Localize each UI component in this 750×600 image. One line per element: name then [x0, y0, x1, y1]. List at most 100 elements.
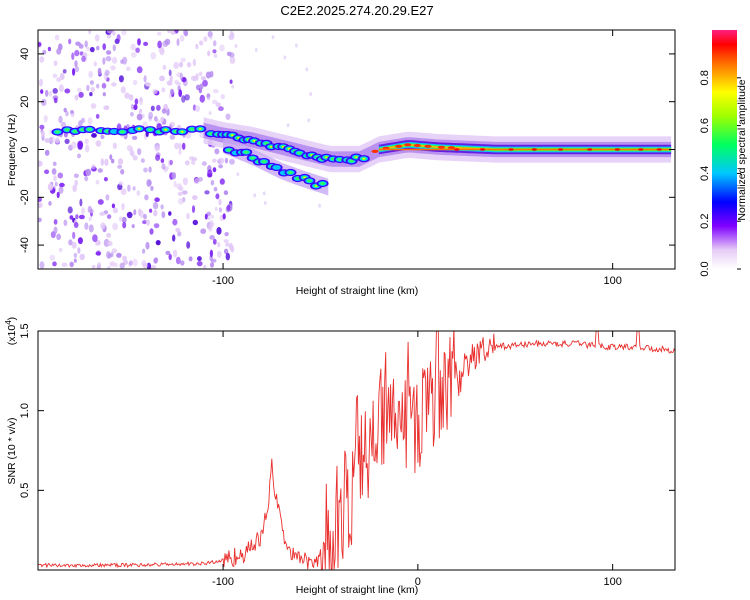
spectrogram-blob [137, 127, 141, 130]
spectrogram-blob [354, 156, 358, 159]
spectrogram-noise-cell [181, 142, 186, 150]
spectrogram-noise-cell [39, 56, 45, 63]
spectrogram-noise-cell [173, 61, 179, 70]
spectrogram-noise-cell [162, 64, 167, 70]
spectrogram-noise-cell [204, 213, 208, 220]
spectrogram-noise-cell [203, 36, 208, 42]
spectrogram-noise-cell [68, 239, 73, 246]
spectrogram-noise-cell [105, 56, 112, 62]
figure-title: C2E2.2025.274.20.29.E27 [280, 3, 433, 18]
spectrogram-noise-cell [307, 118, 311, 123]
spectrogram-noise-cell [190, 75, 195, 81]
spectrogram-noise-cell [77, 237, 83, 245]
spectrogram-noise-cell [155, 154, 161, 161]
spectrogram-noise-cell [225, 242, 230, 247]
spectrogram-noise-cell [127, 184, 131, 192]
spectrogram-noise-cell [231, 32, 235, 37]
spectrogram-blob [287, 147, 291, 150]
spectrogram-noise-cell [178, 61, 184, 68]
spectrogram-noise-cell [47, 183, 54, 191]
spectrogram-noise-cell [262, 191, 266, 196]
spectrogram-noise-cell [118, 75, 124, 83]
spectrogram-blob [164, 128, 167, 131]
spectrogram-noise-cell [116, 34, 121, 42]
spectrogram-blob [252, 140, 256, 142]
spectrogram-noise-cell [120, 188, 127, 195]
spectrogram-noise-cell [120, 59, 124, 64]
spectrogram-noise-cell [52, 261, 57, 267]
spectrogram-noise-cell [215, 102, 221, 107]
spectrogram-noise-cell [38, 197, 42, 202]
spectrogram-noise-cell [146, 262, 152, 269]
spectrogram-noise-cell [57, 172, 64, 179]
spectrogram-noise-cell [128, 260, 133, 266]
spectrogram-noise-cell [48, 90, 53, 97]
spectrogram-noise-cell [154, 116, 158, 122]
spectrogram-noise-cell [142, 220, 147, 225]
spectrogram-noise-cell [48, 201, 52, 206]
colorbar-label: Normalized spectral amplitude [736, 79, 748, 220]
spectrogram-noise-cell [84, 138, 89, 145]
spectrogram-noise-cell [59, 73, 65, 80]
spectrogram-noise-cell [223, 239, 229, 244]
spectrogram-noise-cell [41, 131, 45, 137]
spectrogram-noise-cell [161, 211, 166, 219]
spectrogram-noise-cell [44, 138, 51, 143]
spectrogram-noise-cell [186, 61, 192, 68]
spectrogram-noise-cell [58, 43, 63, 51]
spectrogram-noise-cell [95, 180, 100, 185]
spectrogram-noise-cell [70, 141, 77, 149]
spectrogram-panel: -100 100 -40 -20 0 20 40 Height of straight l… [6, 29, 676, 297]
spectrogram-x-tick-label: -100 [212, 275, 234, 287]
spectrogram-noise-cell [214, 206, 218, 211]
spectrogram-noise-cell [213, 186, 218, 192]
spectrogram-noise-cell [71, 241, 77, 249]
spectrogram-noise-cell [78, 43, 84, 49]
spectrogram-noise-cell [44, 169, 50, 175]
spectrogram-noise-cell [254, 47, 258, 52]
spectrogram-noise-cell [74, 60, 78, 68]
spectrogram-peak [508, 148, 514, 151]
spectrogram-noise-cell [178, 186, 184, 192]
spectrogram-blob [54, 130, 61, 134]
spectrogram-noise-cell [97, 199, 104, 205]
spectrogram-noise-cell [199, 40, 204, 46]
spectrogram-noise-cell [214, 148, 220, 155]
spectrogram-noise-cell [58, 186, 64, 194]
spectrogram-blob [296, 151, 303, 155]
spectrogram-noise-cell [131, 224, 135, 229]
spectrogram-noise-cell [58, 115, 63, 124]
spectrogram-noise-cell [56, 191, 60, 199]
spectrogram-noise-cell [160, 158, 165, 164]
spectrogram-noise-cell [167, 30, 172, 34]
spectrogram-noise-cell [130, 150, 135, 157]
spectrogram-noise-cell [177, 191, 183, 196]
spectrogram-noise-cell [204, 190, 210, 195]
spectrogram-noise-cell [172, 249, 178, 258]
spectrogram-y-ticks: -40 -20 0 20 40 [19, 48, 675, 253]
spectrogram-noise-cell [53, 97, 58, 104]
spectrogram-noise-cell [54, 181, 58, 187]
spectrogram-noise-cell [86, 46, 91, 52]
spectrogram-noise-cell [177, 231, 182, 237]
spectrogram-noise-cell [195, 43, 199, 50]
spectrogram-noise-cell [58, 247, 63, 253]
spectrogram-peak [447, 146, 455, 150]
snr-y-tick-label: 1.0 [19, 403, 31, 418]
spectrogram-noise-cell [184, 94, 190, 101]
spectrogram-peak [437, 145, 445, 149]
spectrogram-noise-cell [121, 203, 125, 211]
spectrogram-noise-cell [79, 198, 83, 207]
snr-x-tick-label: 100 [603, 576, 621, 588]
spectrogram-noise-cell [88, 224, 94, 233]
spectrogram-noise-cell [263, 201, 267, 205]
snr-x-tick-label: 0 [415, 576, 421, 588]
snr-x-ticks: -100 0 100 [212, 331, 622, 588]
snr-frame [37, 330, 676, 571]
spectrogram-noise-cell [161, 108, 167, 114]
spectrogram-noise-cell [179, 72, 183, 81]
spectrogram-noise-cell [212, 167, 217, 173]
spectrogram-noise-cell [120, 86, 126, 94]
spectrogram-noise-cell [218, 157, 225, 164]
spectrogram-noise-cell [194, 105, 201, 112]
